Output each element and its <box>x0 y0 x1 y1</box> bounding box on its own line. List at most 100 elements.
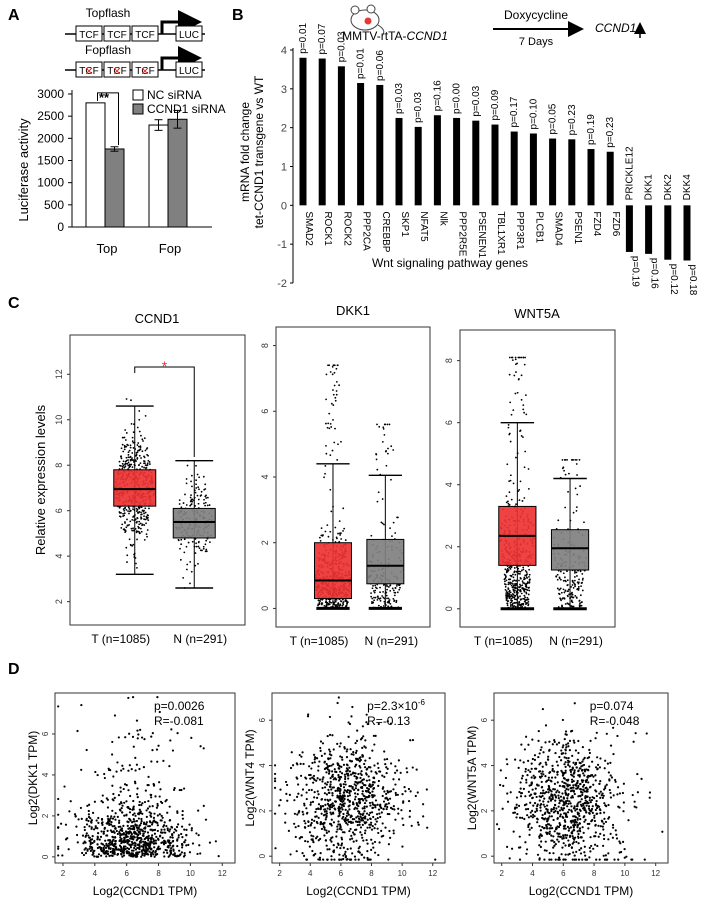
c-point <box>140 517 142 520</box>
d-point <box>109 843 112 846</box>
d-point <box>368 757 371 760</box>
d-point <box>83 825 86 829</box>
d-point <box>98 838 101 841</box>
d-point <box>300 755 303 758</box>
d-point <box>288 793 291 796</box>
d-point <box>343 773 346 776</box>
d-point <box>339 810 342 813</box>
d-point <box>354 763 357 767</box>
d-point <box>132 808 135 811</box>
c-point <box>338 384 341 387</box>
d-point <box>170 825 173 828</box>
d-point <box>314 837 318 840</box>
d-point <box>156 824 159 827</box>
d-point <box>374 806 377 809</box>
tcf-box <box>75 25 103 42</box>
d-point <box>382 807 385 810</box>
d-point <box>377 722 380 726</box>
d-point <box>619 842 622 845</box>
d-point <box>529 801 532 804</box>
d-point <box>346 788 349 792</box>
c-point <box>332 393 335 396</box>
d-point <box>331 786 334 789</box>
b-category-label: DKK2 <box>663 174 674 201</box>
c-point <box>319 539 322 542</box>
d-point <box>561 792 564 795</box>
d-point <box>348 794 352 797</box>
c-point <box>507 426 510 429</box>
c-point <box>519 585 522 587</box>
d-point <box>338 814 341 817</box>
d-point <box>116 761 119 764</box>
c-point <box>131 518 134 521</box>
d-point <box>365 812 369 815</box>
d-point <box>558 802 561 805</box>
b-pvalue: p=0.03 <box>471 85 482 116</box>
d-point <box>313 826 316 829</box>
c-point <box>123 514 126 517</box>
d-point <box>106 829 109 832</box>
d-point <box>531 813 535 816</box>
d-point <box>614 778 617 782</box>
d-point <box>135 763 139 766</box>
d-point <box>541 813 544 817</box>
d-point <box>115 829 118 833</box>
c-point <box>571 601 574 604</box>
c-y-tick-label: 2 <box>444 544 454 549</box>
c-point <box>199 549 202 552</box>
c-point <box>330 601 333 604</box>
c-y-tick-label: 8 <box>260 343 270 348</box>
c-point <box>523 576 526 579</box>
b-y-tick-label: 4 <box>281 45 287 57</box>
d-point <box>145 850 148 854</box>
d-point <box>93 800 96 803</box>
c-point <box>520 435 523 437</box>
d-point <box>305 812 309 815</box>
d-point <box>562 807 566 810</box>
d-point <box>321 742 325 745</box>
d-point <box>176 854 179 858</box>
d-point <box>156 802 159 806</box>
c-point <box>373 596 375 599</box>
d-point <box>329 757 332 760</box>
c-point <box>523 411 526 414</box>
panel-letter-b: B <box>232 7 244 24</box>
d-point <box>558 755 561 759</box>
promoter-arrow-icon <box>160 46 202 70</box>
d-point <box>358 764 361 768</box>
c-point <box>575 571 578 574</box>
d-point <box>563 737 566 741</box>
legend-label-nc: NC siRNA <box>147 88 202 102</box>
c-point <box>521 580 524 583</box>
d-point <box>325 783 328 786</box>
d-point <box>394 783 397 786</box>
c-point <box>518 499 521 502</box>
c-point <box>574 571 576 574</box>
d-point <box>564 844 567 847</box>
c-point <box>128 449 131 452</box>
b-ylabel-1: mRNA fold change <box>238 102 252 202</box>
d-point <box>608 779 611 782</box>
c-point <box>138 418 141 421</box>
c-point <box>576 474 578 476</box>
c-point <box>513 605 516 607</box>
d-point <box>177 834 180 837</box>
d-point <box>144 822 148 826</box>
c-point <box>520 592 523 595</box>
b-category-label: FZD4 <box>591 211 602 236</box>
c-point <box>520 569 523 572</box>
d-point <box>408 815 411 818</box>
d-point <box>147 839 150 842</box>
c-point <box>507 600 510 602</box>
c-point <box>183 551 186 554</box>
d-point <box>284 780 288 784</box>
b-ylabel-2: tet-CCND1 transgene vs WT <box>252 75 266 228</box>
d-point <box>573 836 577 839</box>
d-point <box>128 830 131 833</box>
d-point <box>408 809 412 813</box>
c-point <box>509 401 512 404</box>
d-point <box>553 793 556 796</box>
d-point <box>102 832 105 835</box>
c-point <box>136 444 139 446</box>
